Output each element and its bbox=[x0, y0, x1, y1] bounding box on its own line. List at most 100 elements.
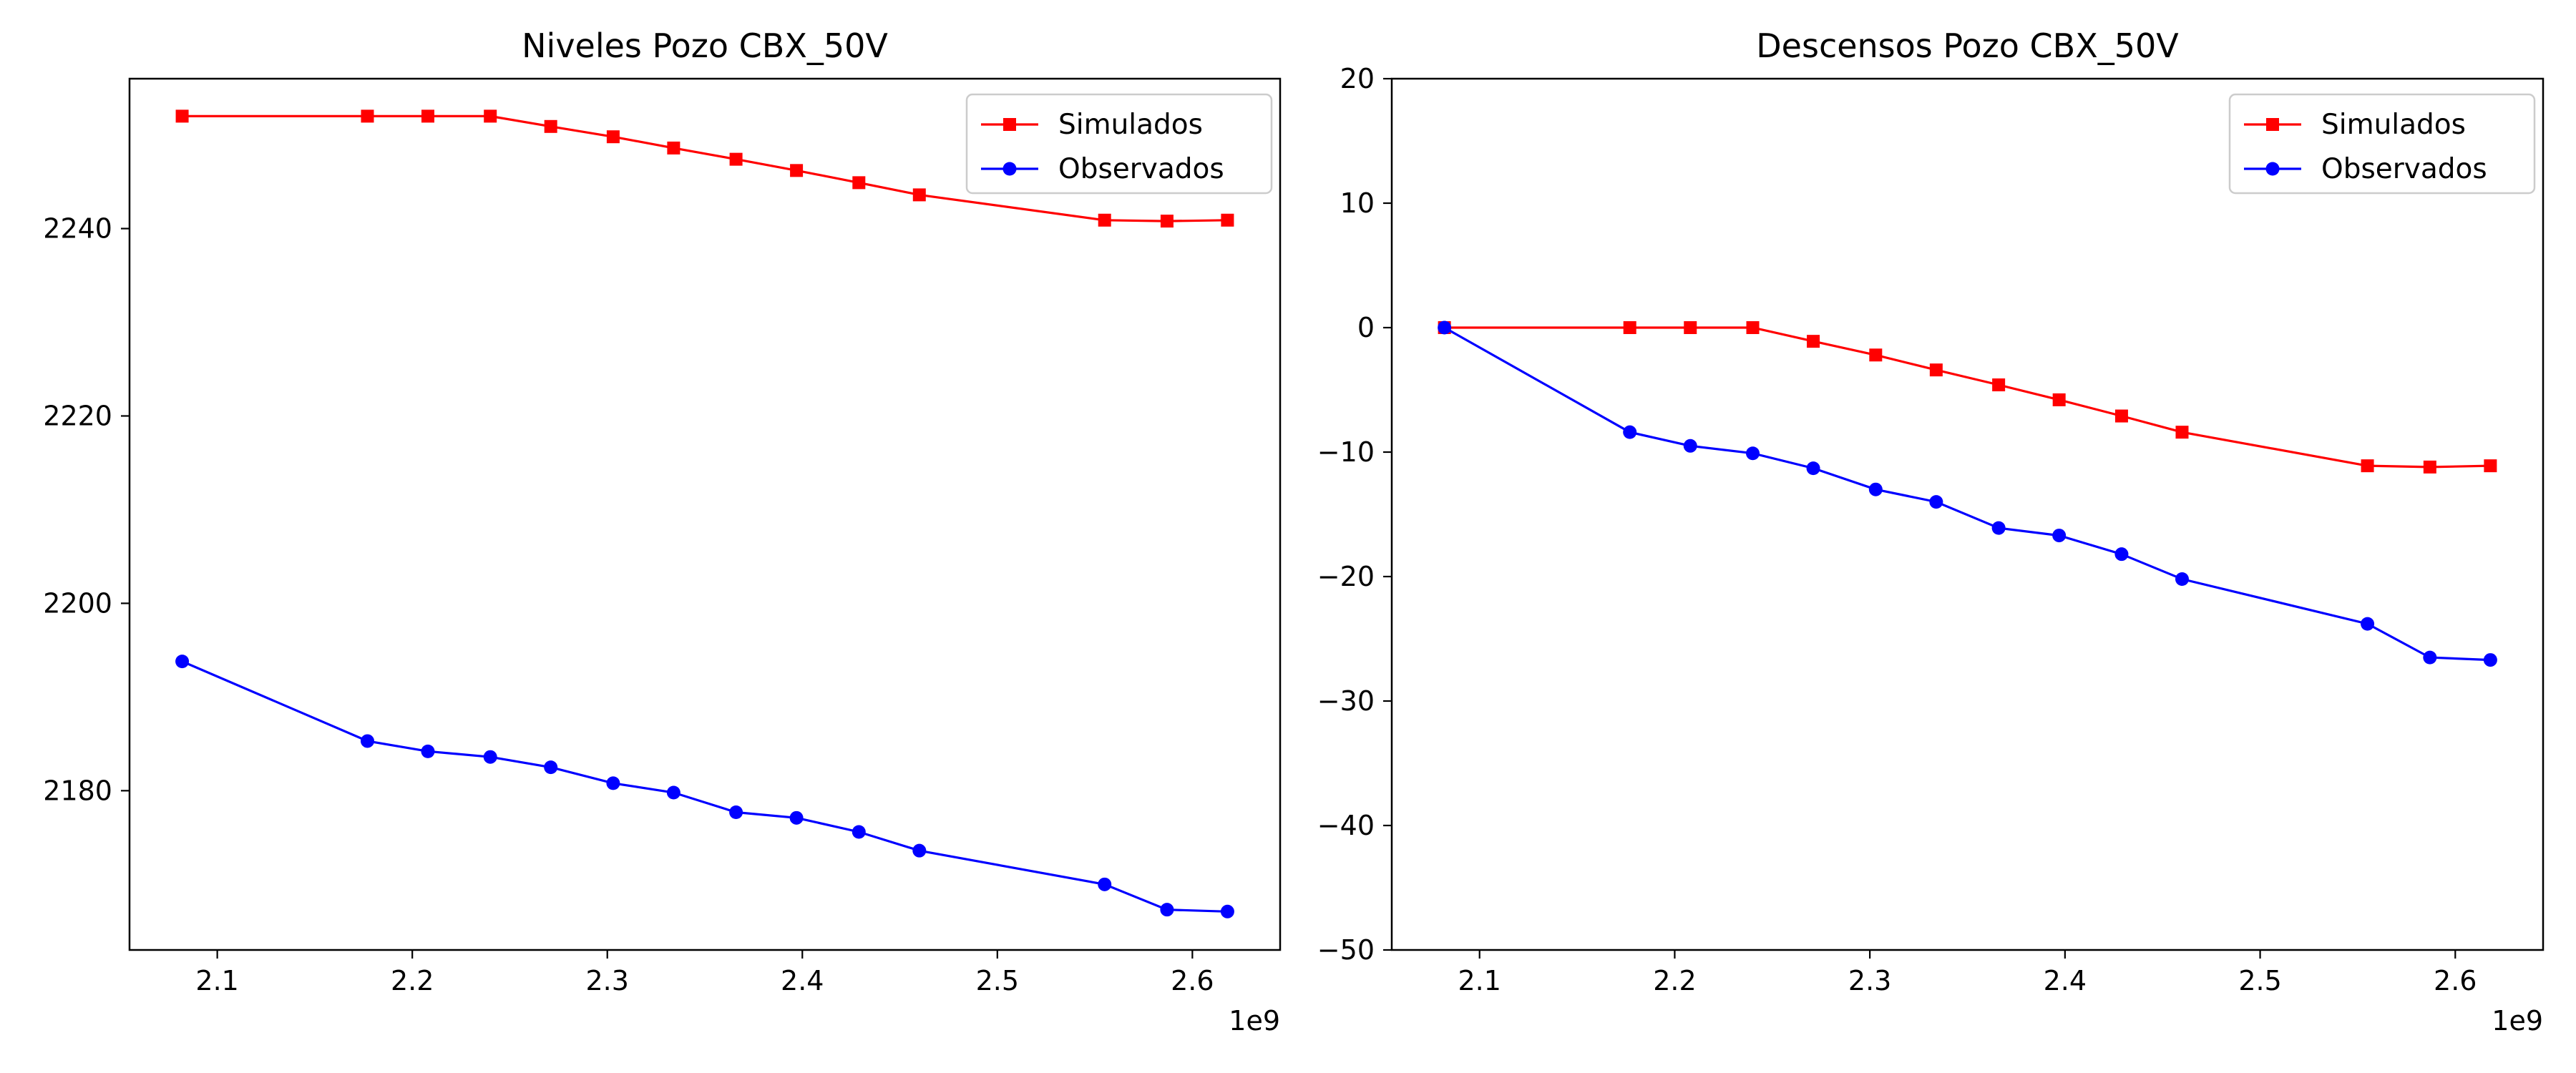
series-line-simulados bbox=[1444, 326, 2491, 469]
chart-title: Descensos Pozo CBX_50V bbox=[1756, 26, 2179, 65]
data-point-simulados bbox=[2484, 459, 2497, 473]
data-point-simulados bbox=[2114, 409, 2128, 423]
data-point-observados bbox=[1929, 495, 1943, 509]
legend-marker bbox=[2265, 162, 2280, 176]
data-point-observados bbox=[421, 744, 435, 758]
data-point-observados bbox=[2483, 653, 2497, 667]
data-point-observados bbox=[666, 785, 680, 800]
data-point-observados bbox=[2361, 617, 2375, 631]
legend-label: Observados bbox=[1058, 153, 1224, 185]
data-point-observados bbox=[175, 655, 190, 669]
y-tick-label: 2200 bbox=[43, 587, 112, 619]
data-point-simulados bbox=[1807, 335, 1820, 348]
legend: Simulados Observados bbox=[2228, 93, 2536, 195]
data-point-observados bbox=[1991, 521, 2006, 535]
data-point-simulados bbox=[2361, 459, 2374, 473]
data-point-observados bbox=[1438, 320, 1452, 335]
y-tick-label: −50 bbox=[1317, 934, 1375, 966]
x-offset-text: 1e9 bbox=[1229, 1005, 1280, 1037]
data-point-observados bbox=[1160, 903, 1174, 917]
legend-marker bbox=[2266, 118, 2279, 131]
data-point-observados bbox=[2114, 547, 2129, 562]
legend-box bbox=[2228, 93, 2536, 195]
y-tick-label: 2220 bbox=[43, 400, 112, 431]
data-point-simulados bbox=[606, 130, 620, 144]
y-tick-label: 2180 bbox=[43, 775, 112, 806]
data-point-simulados bbox=[1992, 378, 2006, 392]
y-tick-label: −30 bbox=[1317, 685, 1375, 717]
data-point-simulados bbox=[361, 109, 374, 123]
x-tick-label: 2.5 bbox=[2238, 965, 2281, 996]
data-point-simulados bbox=[729, 152, 743, 166]
data-point-simulados bbox=[1684, 321, 1697, 334]
chart-title: Niveles Pozo CBX_50V bbox=[522, 26, 888, 65]
data-point-observados bbox=[544, 760, 558, 775]
data-point-observados bbox=[789, 810, 804, 825]
chart-descensos: Descensos Pozo CBX_50V 2.1 2.2 2.3 2.4 2.5 2.6… bbox=[1317, 26, 2545, 1037]
legend: Simulados Observados bbox=[965, 93, 1273, 195]
data-point-simulados bbox=[175, 109, 189, 123]
x-tick-label: 2.4 bbox=[781, 965, 824, 996]
data-point-observados bbox=[852, 825, 866, 839]
x-tick-label: 2.4 bbox=[2044, 965, 2087, 996]
y-tick-label: −20 bbox=[1317, 561, 1375, 592]
y-tick-label: −40 bbox=[1317, 810, 1375, 841]
y-tick-label: 0 bbox=[1357, 312, 1375, 343]
data-point-simulados bbox=[1869, 348, 1883, 362]
x-tick-label: 2.3 bbox=[586, 965, 629, 996]
data-point-observados bbox=[1623, 425, 1637, 439]
y-tick-label: 2240 bbox=[43, 213, 112, 245]
y-tick-label: 10 bbox=[1340, 187, 1375, 219]
data-point-simulados bbox=[2175, 426, 2189, 439]
data-point-simulados bbox=[1746, 321, 1760, 334]
data-point-observados bbox=[1806, 461, 1820, 476]
x-tick-label: 2.6 bbox=[1171, 965, 1214, 996]
plot-area bbox=[128, 77, 1282, 951]
legend-label: Simulados bbox=[2321, 109, 2466, 141]
data-point-simulados bbox=[912, 188, 926, 202]
data-point-observados bbox=[606, 776, 620, 790]
data-point-simulados bbox=[1221, 213, 1234, 227]
data-point-simulados bbox=[790, 164, 804, 177]
data-point-simulados bbox=[1098, 213, 1111, 227]
x-tick-label: 2.3 bbox=[1848, 965, 1891, 996]
x-tick-label: 2.6 bbox=[2434, 965, 2477, 996]
data-point-simulados bbox=[544, 119, 557, 133]
data-point-simulados bbox=[1160, 215, 1174, 228]
data-point-observados bbox=[1868, 482, 1883, 496]
x-offset-text: 1e9 bbox=[2492, 1005, 2543, 1037]
data-point-observados bbox=[912, 843, 927, 858]
chart-niveles: Niveles Pozo CBX_50V 2.1 2.2 2.3 2.4 2.5 2.6 1e… bbox=[43, 26, 1282, 1037]
legend-label: Simulados bbox=[1058, 109, 1203, 141]
data-point-simulados bbox=[421, 109, 434, 123]
data-point-observados bbox=[2423, 650, 2437, 665]
y-tick-label: 20 bbox=[1340, 63, 1375, 94]
data-point-observados bbox=[2175, 572, 2189, 586]
data-point-simulados bbox=[2052, 393, 2066, 406]
data-point-simulados bbox=[852, 176, 866, 190]
y-tick-label: −10 bbox=[1317, 436, 1375, 468]
series-line-observados bbox=[1443, 326, 2491, 662]
data-point-simulados bbox=[484, 109, 497, 123]
data-point-observados bbox=[1098, 877, 1112, 891]
legend-marker bbox=[1003, 118, 1016, 131]
data-point-observados bbox=[361, 734, 375, 748]
x-tick-label: 2.2 bbox=[1653, 965, 1696, 996]
x-tick-label: 2.1 bbox=[1458, 965, 1501, 996]
data-point-simulados bbox=[667, 141, 680, 155]
x-tick-label: 2.2 bbox=[391, 965, 434, 996]
data-point-observados bbox=[1746, 446, 1760, 461]
x-tick-label: 2.5 bbox=[976, 965, 1019, 996]
legend-box bbox=[965, 93, 1273, 195]
data-point-observados bbox=[1683, 438, 1697, 453]
data-point-simulados bbox=[1623, 321, 1636, 334]
data-point-observados bbox=[729, 805, 743, 819]
data-point-simulados bbox=[2423, 460, 2436, 474]
legend-label: Observados bbox=[2321, 153, 2487, 185]
data-point-observados bbox=[483, 750, 497, 764]
data-point-observados bbox=[2052, 529, 2067, 543]
x-tick-label: 2.1 bbox=[195, 965, 238, 996]
legend-marker bbox=[1002, 162, 1017, 176]
data-point-simulados bbox=[1929, 363, 1943, 377]
